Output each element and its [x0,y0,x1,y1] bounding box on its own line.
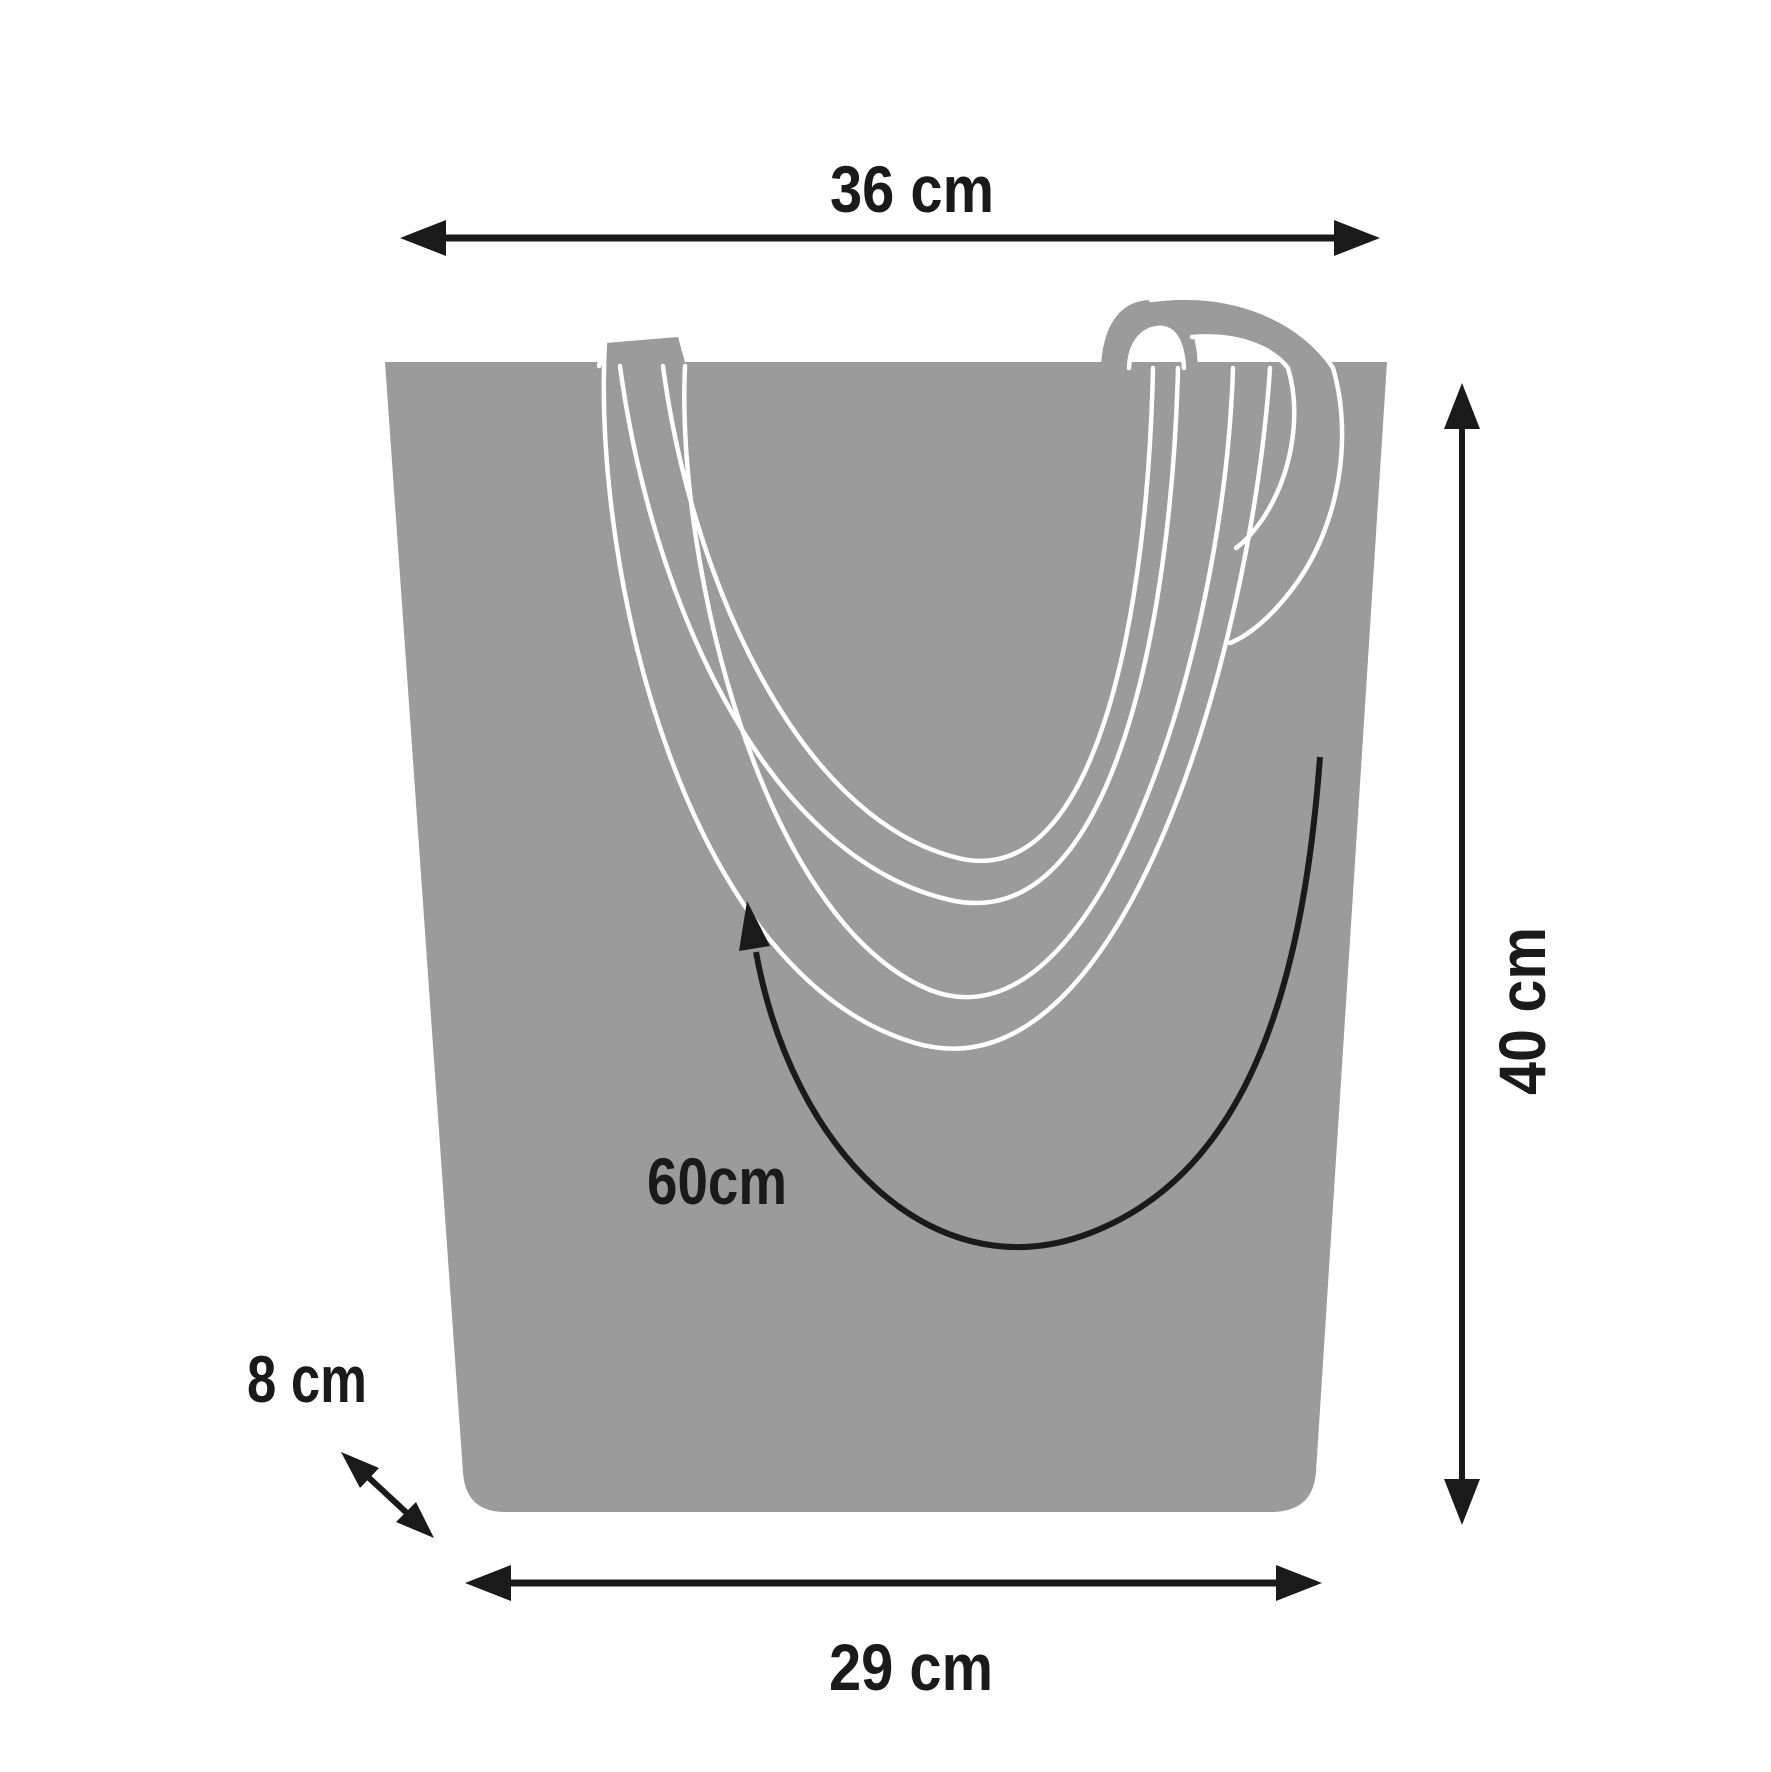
arrow-line [364,1473,412,1518]
bag [385,295,1387,1512]
height-arrow [1444,383,1480,1525]
bottom-width-label: 29 cm [829,1630,993,1704]
bag-body [385,362,1387,1512]
arrowhead-right-icon [1276,1565,1322,1601]
strap-fold-inner-edge [1126,325,1187,371]
top-width-label: 36 cm [830,152,994,226]
dimension-annotations [341,220,1480,1601]
left-strap-stub [599,337,686,366]
depth-arrow [341,1452,434,1538]
strap-sweep-outer-edge [1148,295,1345,646]
strap-stub-edge [596,340,608,369]
arrowhead-right-icon [1334,220,1380,256]
arrowhead-downright-icon [396,1502,434,1538]
depth-label: 8 cm [247,1342,367,1416]
arrow-arc [753,756,1323,1250]
dimension-labels: 36 cm 40 cm 29 cm 8 cm 60cm [247,152,1559,1704]
strap-edge [682,363,1236,1000]
arrowhead-up-icon [1444,383,1480,429]
arrowhead-left-icon [465,1565,511,1601]
right-strap-sweep [1151,297,1333,368]
handle-length-arrow [739,756,1323,1250]
arrowhead-down-icon [1444,1479,1480,1525]
strap-outlines [596,295,1345,1051]
arrowhead-upleft-icon [341,1452,379,1488]
strap-edge [660,363,1156,863]
strap-edge [617,363,1181,905]
strap-edge [601,337,1273,1051]
handle-length-label: 60cm [647,1144,787,1218]
top-width-arrow [400,220,1380,256]
strap-sweep-inner-edge [1189,334,1297,551]
height-label: 40 cm [1485,927,1559,1095]
bottom-width-arrow [465,1565,1322,1601]
arrowhead-up-icon [739,901,770,951]
arrowhead-left-icon [400,220,446,256]
